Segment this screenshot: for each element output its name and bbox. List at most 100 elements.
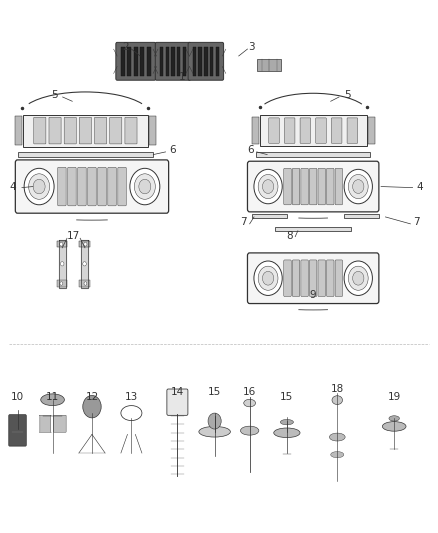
Circle shape (84, 282, 87, 285)
FancyBboxPatch shape (95, 117, 106, 144)
Text: 8: 8 (286, 231, 293, 240)
FancyBboxPatch shape (284, 260, 291, 296)
Circle shape (28, 174, 49, 199)
Text: 7: 7 (240, 217, 247, 227)
Bar (160, 47, 163, 76)
Circle shape (84, 242, 87, 246)
Text: 13: 13 (125, 392, 138, 402)
FancyBboxPatch shape (125, 117, 137, 144)
Text: 18: 18 (331, 384, 344, 394)
Circle shape (130, 168, 160, 205)
FancyBboxPatch shape (316, 118, 326, 143)
FancyBboxPatch shape (116, 42, 156, 80)
Bar (149, 116, 156, 145)
Circle shape (139, 179, 151, 194)
Circle shape (208, 413, 221, 429)
Ellipse shape (329, 433, 345, 441)
Bar (141, 47, 144, 76)
Bar (127, 47, 131, 76)
Text: 6: 6 (247, 146, 254, 155)
FancyBboxPatch shape (110, 117, 122, 144)
FancyBboxPatch shape (284, 168, 291, 205)
Bar (252, 214, 287, 218)
Text: 1: 1 (178, 72, 185, 82)
Circle shape (134, 174, 155, 199)
Bar (79, 241, 90, 247)
Bar (344, 214, 379, 218)
FancyBboxPatch shape (327, 168, 334, 205)
FancyBboxPatch shape (88, 167, 96, 206)
FancyBboxPatch shape (292, 260, 300, 296)
Bar (57, 280, 67, 287)
FancyBboxPatch shape (284, 118, 295, 143)
FancyBboxPatch shape (58, 167, 66, 206)
FancyBboxPatch shape (39, 415, 51, 432)
Bar (171, 47, 175, 76)
Text: 14: 14 (171, 387, 184, 397)
Circle shape (262, 180, 274, 193)
Circle shape (83, 395, 101, 418)
Bar (18, 152, 153, 157)
Bar (134, 47, 138, 76)
Circle shape (254, 261, 282, 295)
FancyBboxPatch shape (335, 260, 343, 296)
FancyBboxPatch shape (15, 160, 169, 213)
Text: 4: 4 (416, 182, 423, 191)
Ellipse shape (331, 451, 344, 458)
FancyBboxPatch shape (98, 167, 106, 206)
FancyBboxPatch shape (9, 415, 26, 446)
FancyBboxPatch shape (318, 168, 325, 205)
Ellipse shape (332, 395, 343, 405)
FancyBboxPatch shape (301, 260, 308, 296)
Bar (210, 47, 213, 76)
Text: 19: 19 (388, 392, 401, 402)
Circle shape (344, 169, 372, 204)
Ellipse shape (280, 419, 293, 425)
FancyBboxPatch shape (64, 117, 76, 144)
Bar (183, 47, 186, 76)
Polygon shape (81, 240, 88, 288)
Text: 15: 15 (208, 387, 221, 397)
Bar (215, 47, 219, 76)
Circle shape (83, 262, 86, 266)
FancyBboxPatch shape (155, 42, 191, 80)
Ellipse shape (240, 426, 259, 435)
FancyBboxPatch shape (269, 118, 279, 143)
Bar (257, 59, 281, 71)
FancyBboxPatch shape (327, 260, 334, 296)
FancyBboxPatch shape (292, 168, 300, 205)
Circle shape (348, 174, 368, 199)
FancyBboxPatch shape (332, 118, 342, 143)
Bar (193, 47, 196, 76)
Bar (15, 116, 22, 145)
Bar (275, 227, 351, 231)
FancyBboxPatch shape (23, 115, 148, 147)
Circle shape (262, 271, 274, 285)
FancyBboxPatch shape (318, 260, 325, 296)
Bar (147, 47, 151, 76)
Ellipse shape (382, 422, 406, 431)
FancyBboxPatch shape (79, 117, 92, 144)
Bar (204, 47, 208, 76)
Ellipse shape (41, 394, 64, 406)
Text: 12: 12 (85, 392, 99, 402)
Circle shape (353, 180, 364, 193)
Ellipse shape (244, 399, 255, 407)
Text: 17: 17 (67, 231, 80, 240)
FancyBboxPatch shape (301, 168, 308, 205)
FancyBboxPatch shape (309, 168, 317, 205)
Polygon shape (59, 240, 66, 288)
FancyBboxPatch shape (167, 389, 188, 415)
Bar (367, 117, 374, 144)
Text: 5: 5 (344, 90, 351, 100)
FancyBboxPatch shape (34, 117, 46, 144)
Text: 10: 10 (11, 392, 24, 402)
FancyBboxPatch shape (247, 253, 379, 304)
Text: 2: 2 (122, 42, 129, 52)
Text: 5: 5 (51, 90, 58, 100)
Circle shape (24, 168, 54, 205)
Bar (251, 117, 258, 144)
FancyBboxPatch shape (347, 118, 357, 143)
Bar (121, 47, 124, 76)
Bar (198, 47, 202, 76)
